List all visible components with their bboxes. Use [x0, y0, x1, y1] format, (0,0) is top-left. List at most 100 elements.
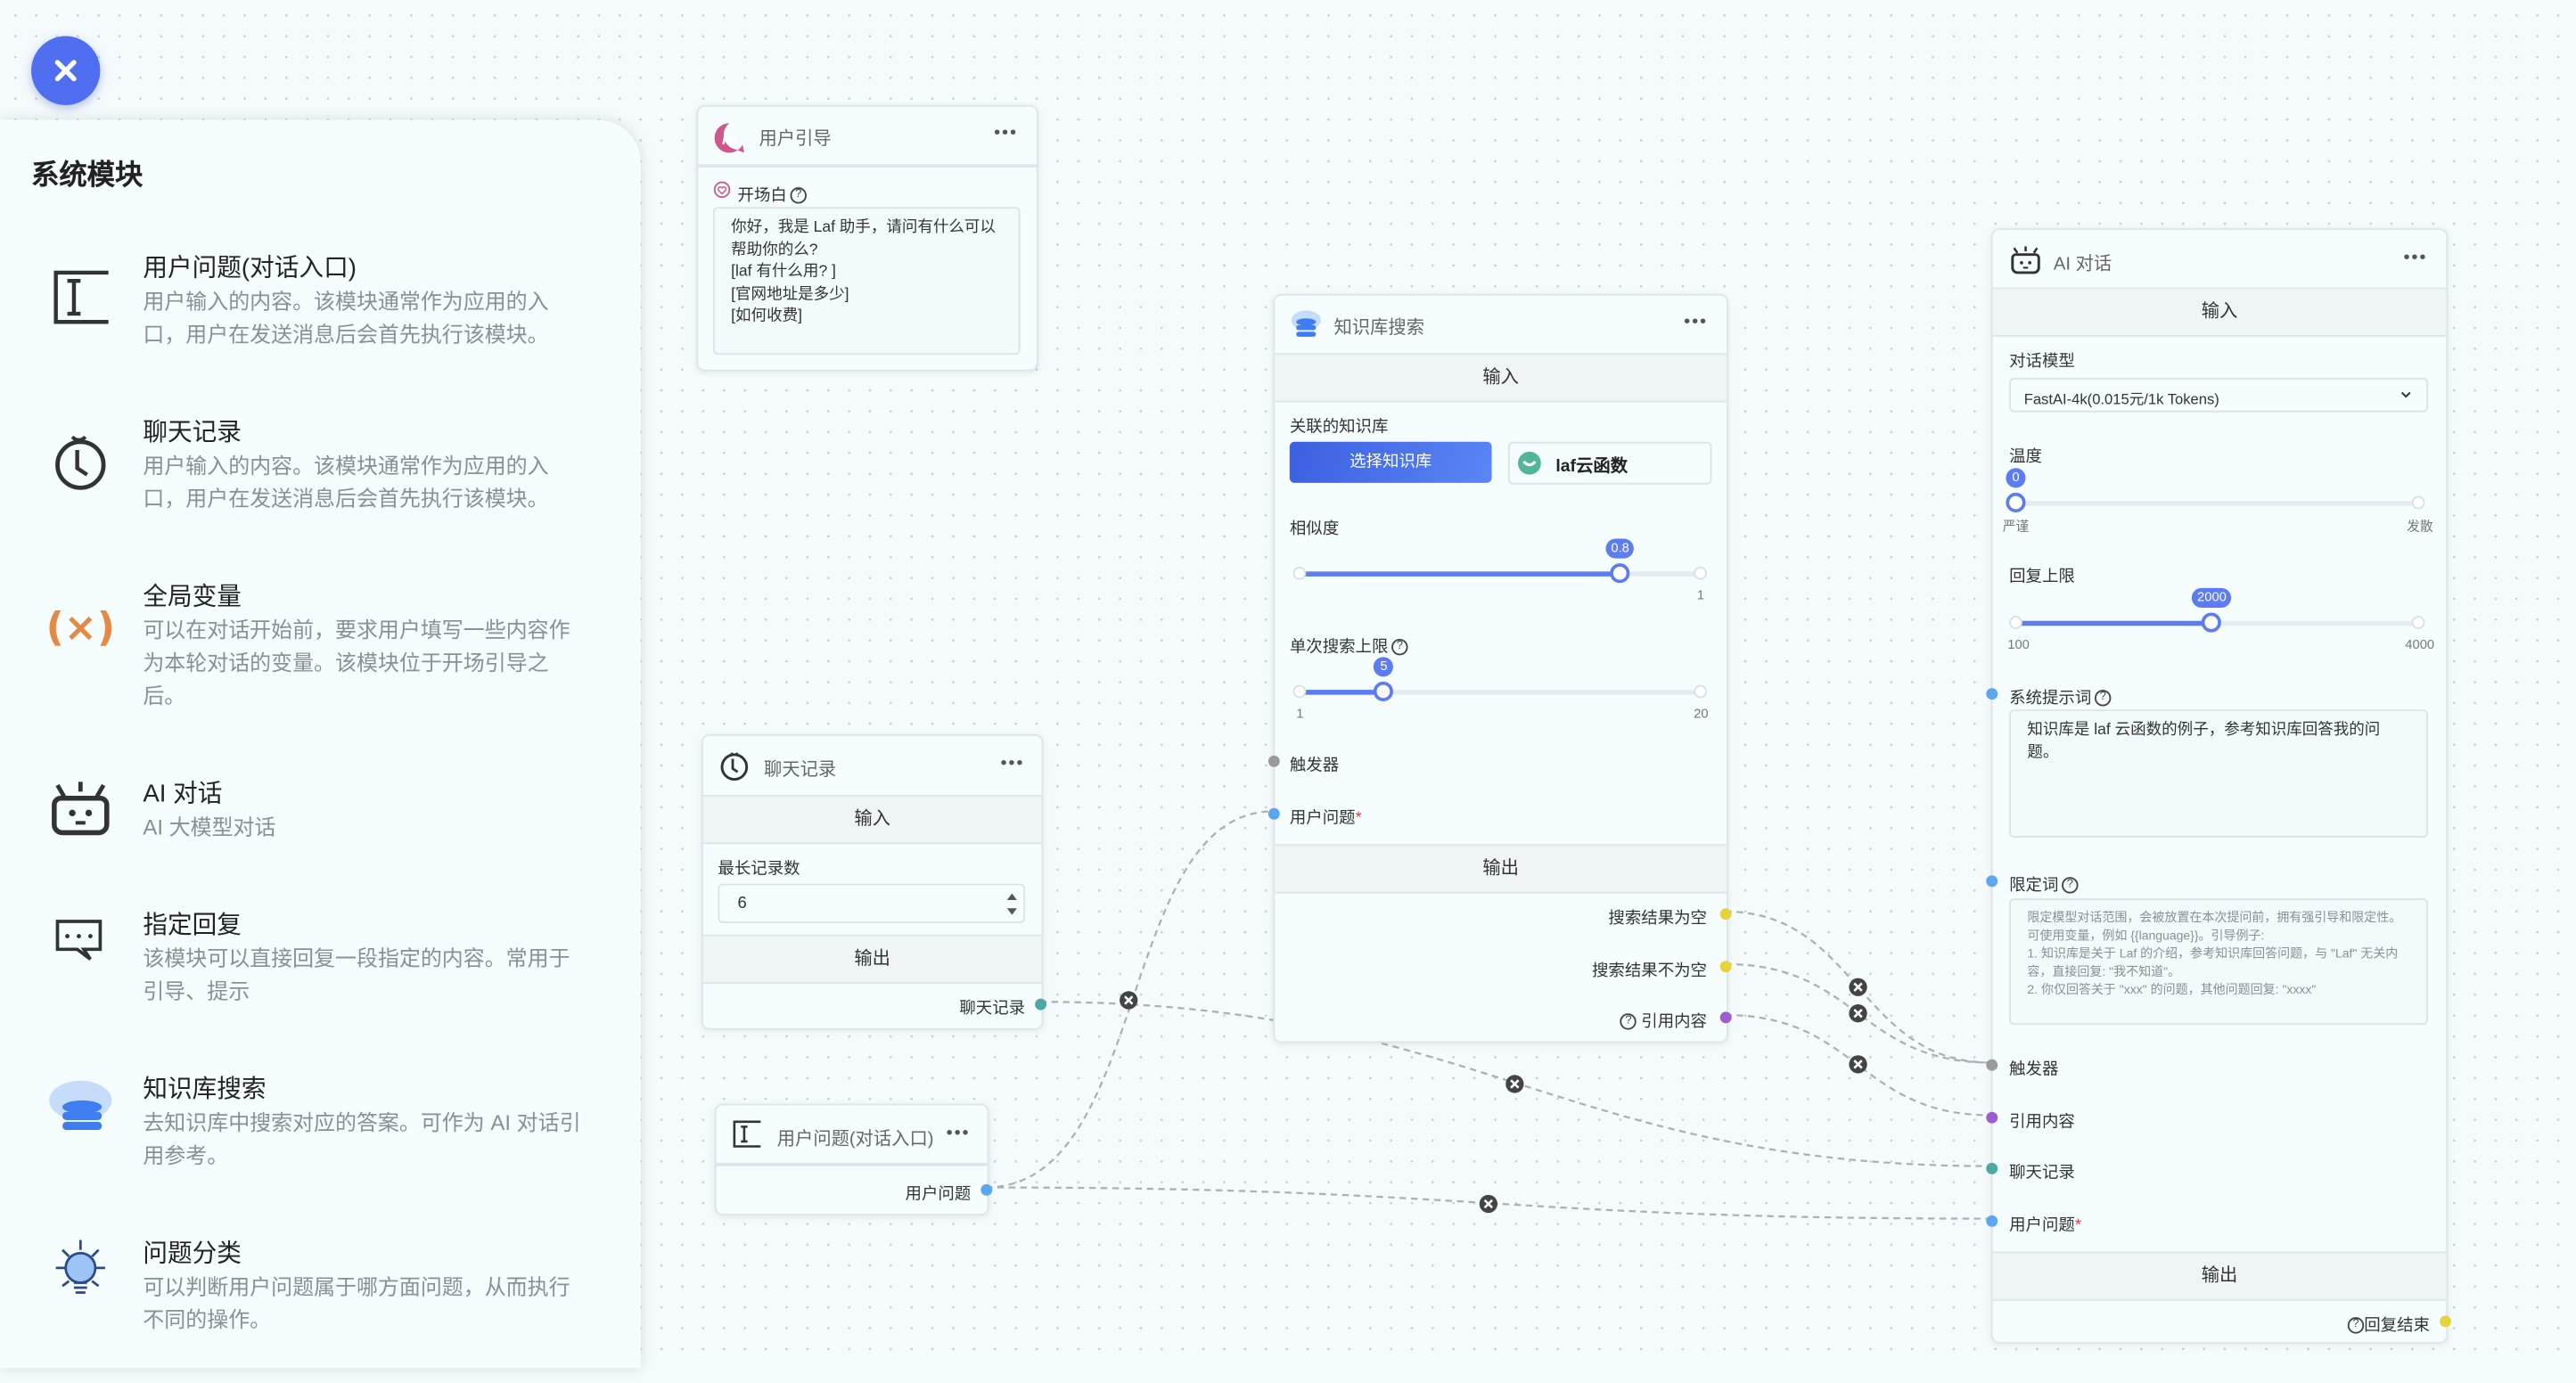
node-user-question[interactable]: 用户问题(对话入口) ••• 用户问题 [714, 1103, 993, 1215]
slider-min-label: 100 [2007, 637, 2030, 652]
edge-kb-quote-to-ai-quote[interactable] [1725, 1013, 1991, 1117]
output-section-header: 输出 [1992, 1251, 2447, 1301]
output-label: 用户问题 [905, 1185, 972, 1204]
temperature-slider[interactable]: 0 [2006, 468, 2425, 517]
help-icon[interactable]: ? [1391, 639, 1408, 657]
slider-min-mark [1292, 566, 1307, 580]
close-button[interactable] [31, 36, 101, 105]
node-chat-history[interactable]: 聊天记录 ••• 输入 最长记录数 6 输出 聊天记录 [701, 733, 1047, 1030]
slider-max-mark [2411, 616, 2425, 629]
field-label: 单次搜索上限 [1289, 638, 1389, 658]
system-prompt-textarea[interactable]: 知识库是 laf 云函数的例子，参考知识库回答我的问题。 [2009, 709, 2429, 838]
empty-result-output-handle[interactable] [1719, 908, 1732, 921]
help-icon[interactable]: ? [2094, 690, 2112, 708]
slider-thumb[interactable] [1610, 563, 1630, 584]
delete-edge-icon[interactable] [1849, 1004, 1867, 1023]
limit-words-input-handle[interactable] [1986, 875, 1998, 888]
field-label: 系统提示词 [2009, 690, 2092, 708]
chevron-down-icon [2400, 391, 2411, 398]
help-icon[interactable]: ? [2347, 1317, 2365, 1335]
sidebar-item-chat-bubble[interactable]: 指定回复 该模块可以直接回复一段指定的内容。常用于引导、提示 [0, 906, 641, 1054]
slider-thumb[interactable] [1374, 681, 1394, 702]
max-tokens-slider[interactable]: 2000 [2009, 587, 2425, 637]
edge-kb-nonempty-to-ai-trigger[interactable] [1725, 962, 1991, 1064]
help-icon[interactable]: ? [1620, 1013, 1637, 1031]
module-name: 用户问题(对话入口) [143, 254, 357, 283]
user-question-input-handle[interactable] [1986, 1215, 1998, 1227]
search-limit-slider[interactable]: 5 [1292, 657, 1707, 706]
help-icon[interactable]: ? [2062, 877, 2079, 895]
edge-user-question-to-ai[interactable] [985, 1186, 1991, 1220]
input-label: 聊天记录 [2009, 1164, 2075, 1183]
robot-icon [52, 782, 110, 836]
system-prompt-input-handle[interactable] [1986, 688, 1998, 700]
help-icon[interactable]: ? [790, 187, 807, 205]
module-description: 用户输入的内容。该模块通常作为应用的入口，用户在发送消息后会首先执行该模块。 [143, 289, 549, 347]
more-menu-button[interactable]: ••• [1684, 312, 1709, 332]
node-kb-search[interactable]: 知识库搜索 ••• 输入 关联的知识库 选择知识库 laf云函数 相似度 0.8… [1267, 293, 1732, 1043]
trigger-input-handle[interactable] [1986, 1059, 1998, 1071]
chat-history-input-handle[interactable] [1986, 1162, 1998, 1174]
delete-edge-icon[interactable] [1505, 1075, 1524, 1093]
input-label: 触发器 [1289, 757, 1340, 775]
quote-output-handle[interactable] [1719, 1011, 1732, 1024]
slider-value-badge: 0.8 [1605, 538, 1635, 559]
more-menu-button[interactable]: ••• [2403, 248, 2428, 268]
trigger-input-handle[interactable] [1267, 755, 1280, 767]
sidebar-item-variable[interactable]: (×) 全局变量 可以在对话开始前，要求用户填写一些内容作为本轮对话的变量。该模块位… [0, 578, 641, 726]
module-description: AI 大模型对话 [143, 814, 276, 839]
output-label: 回复结束 [2364, 1317, 2430, 1336]
sidebar-item-lightbulb[interactable]: 问题分类 可以判断用户问题属于哪方面问题，从而执行不同的操作。 [0, 1235, 641, 1383]
more-menu-button[interactable]: ••• [1000, 753, 1025, 774]
delete-edge-icon[interactable] [1849, 1055, 1867, 1074]
model-select[interactable]: FastAI-4k(0.015元/1k Tokens) [2009, 377, 2429, 413]
slider-max-mark [1694, 566, 1707, 580]
welcome-text-area[interactable]: 你好，我是 Laf 助手，请问有什么可以帮助你的么? [laf 有什么用? ] … [712, 207, 1021, 356]
module-description: 去知识库中搜索对应的答案。可作为 AI 对话引用参考。 [143, 1109, 581, 1168]
slider-thumb[interactable] [2006, 492, 2026, 513]
sidebar-item-clock[interactable]: 聊天记录 用户输入的内容。该模块通常作为应用的入口，用户在发送消息后会首先执行该模… [0, 413, 641, 561]
user-question-output-handle[interactable] [980, 1183, 993, 1196]
sidebar-item-cloud-database[interactable]: 知识库搜索 去知识库中搜索对应的答案。可作为 AI 对话引用参考。 [0, 1071, 641, 1219]
select-kb-button[interactable]: 选择知识库 [1289, 441, 1492, 483]
more-menu-button[interactable]: ••• [946, 1123, 971, 1143]
more-menu-button[interactable]: ••• [994, 123, 1018, 143]
slider-max-label: 4000 [2405, 637, 2435, 652]
variable-icon: (×) [46, 605, 115, 651]
output-label: 搜索结果为空 [1608, 910, 1707, 929]
nonempty-result-output-handle[interactable] [1719, 961, 1732, 973]
field-label: 回复上限 [2009, 568, 2075, 586]
slider-thumb[interactable] [2202, 612, 2222, 633]
selected-kb-chip[interactable]: laf云函数 [1507, 441, 1712, 485]
node-ai-chat[interactable]: AI 对话 ••• 输入 对话模型 FastAI-4k(0.015元/1k To… [1986, 228, 2451, 1344]
sidebar-item-text-cursor[interactable]: 用户问题(对话入口) 用户输入的内容。该模块通常作为应用的入口，用户在发送消息后会… [0, 250, 641, 397]
slider-track[interactable] [1299, 690, 1701, 695]
slider-min-label: 1 [1296, 706, 1304, 722]
field-label: 开场白 [737, 187, 787, 206]
sidebar-item-robot[interactable]: AI 对话 AI 大模型对话 [0, 775, 641, 923]
limit-words-textarea[interactable]: 限定模型对话范围，会被放置在本次提问前，拥有强引导和限定性。可使用变量，例如 {… [2009, 898, 2429, 1026]
stepper-arrows-icon[interactable] [1005, 890, 1019, 918]
node-user-guide[interactable]: Hi 用户引导 ••• 开场白? 你好，我是 Laf 助手，请问有什么可以帮助你… [696, 104, 1038, 372]
similarity-slider[interactable]: 0.8 [1292, 538, 1707, 588]
user-question-input-handle[interactable] [1267, 807, 1280, 820]
delete-edge-icon[interactable] [1120, 991, 1138, 1010]
required-mark: * [1355, 809, 1362, 828]
edge-kb-empty-to-ai-trigger[interactable] [1725, 910, 1991, 1064]
output-section-header: 输出 [702, 934, 1042, 985]
slider-max-label: 1 [1696, 587, 1705, 603]
svg-text:Hi: Hi [722, 131, 737, 148]
slider-fill [2015, 620, 2212, 626]
delete-edge-icon[interactable] [1849, 978, 1867, 996]
output-label: 聊天记录 [959, 1000, 1026, 1019]
text-cursor-icon [733, 1120, 761, 1148]
slider-track[interactable] [2015, 501, 2419, 506]
max-records-stepper[interactable]: 6 [718, 883, 1026, 923]
delete-edge-icon[interactable] [1479, 1194, 1497, 1214]
field-label: 相似度 [1289, 520, 1340, 539]
answer-done-output-handle[interactable] [2440, 1315, 2451, 1328]
quote-input-handle[interactable] [1986, 1111, 1998, 1124]
chat-history-output-handle[interactable] [1035, 998, 1047, 1011]
